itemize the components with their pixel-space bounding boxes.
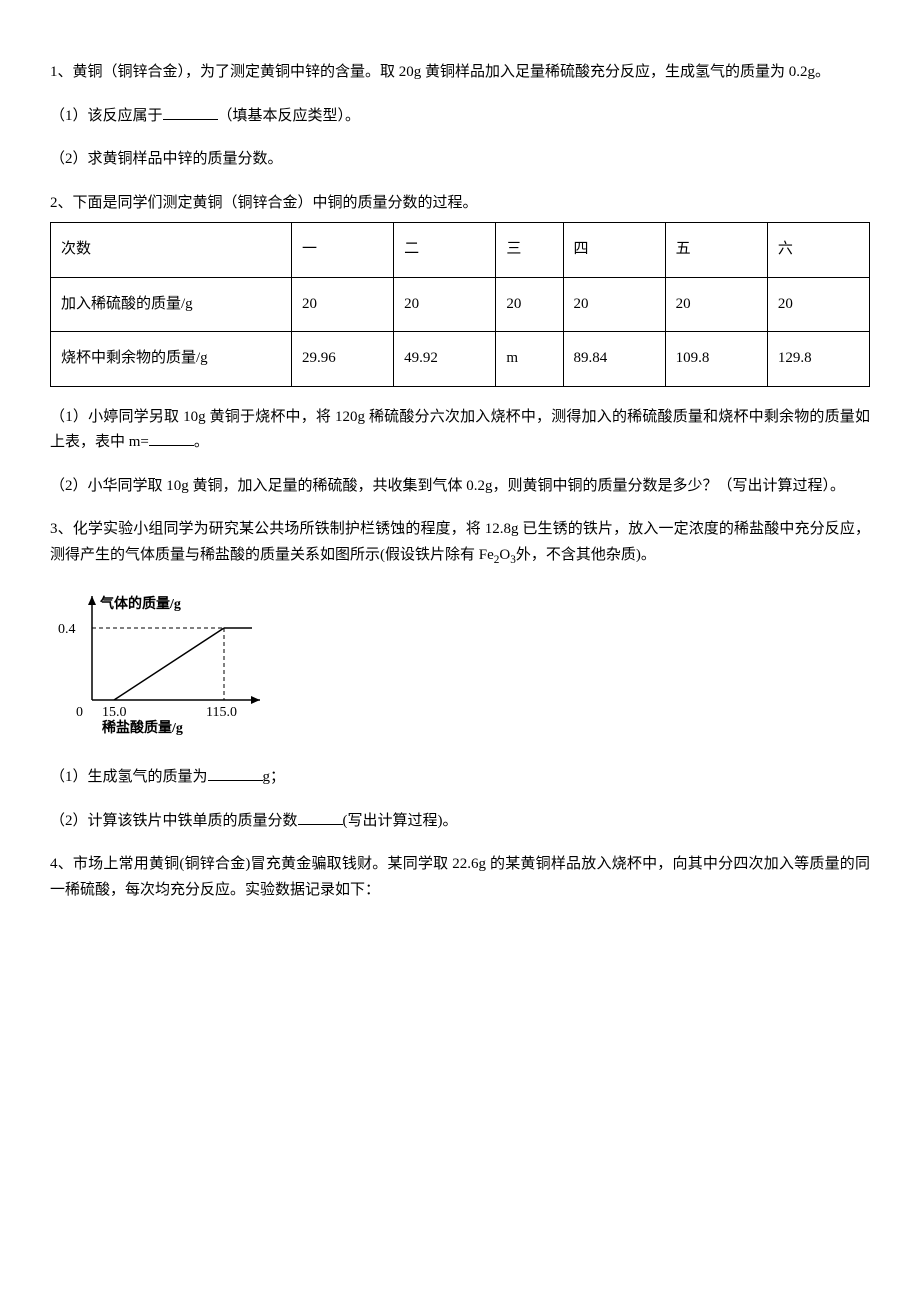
q3-blank1[interactable] [208, 765, 263, 781]
q3-intro: 3、化学实验小组同学为研究某公共场所铁制护栏锈蚀的程度，将 12.8g 已生锈的… [50, 517, 870, 570]
q3-intro-pre: 3、化学实验小组同学为研究某公共场所铁制护栏锈蚀的程度，将 12.8g 已生锈的… [50, 521, 870, 563]
q3-chart: 气体的质量/g 0.4 0 15.0 115.0 稀盐酸质量/g [50, 588, 870, 748]
q2-table: 次数 一 二 三 四 五 六 加入稀硫酸的质量/g 20 20 20 20 20… [50, 222, 870, 387]
th-5: 五 [665, 223, 767, 278]
svg-text:稀盐酸质量/g: 稀盐酸质量/g [102, 719, 183, 736]
r2c4: 89.84 [563, 332, 665, 387]
svg-text:0: 0 [76, 705, 83, 720]
svg-text:气体的质量/g: 气体的质量/g [99, 595, 181, 612]
q1-part1-post: （填基本反应类型）。 [218, 108, 361, 124]
svg-text:115.0: 115.0 [206, 705, 237, 720]
th-0: 次数 [51, 223, 292, 278]
th-1: 一 [292, 223, 394, 278]
table-header-row: 次数 一 二 三 四 五 六 [51, 223, 870, 278]
r1c4: 20 [563, 277, 665, 332]
q3-part1: （1）生成氢气的质量为 g； [50, 765, 870, 791]
r2c3: m [496, 332, 563, 387]
th-3: 三 [496, 223, 563, 278]
q3-part2-pre: （2）计算该铁片中铁单质的质量分数 [50, 813, 298, 829]
q3-part2: （2）计算该铁片中铁单质的质量分数 (写出计算过程)。 [50, 809, 870, 835]
r1c5: 20 [665, 277, 767, 332]
table-row: 加入稀硫酸的质量/g 20 20 20 20 20 20 [51, 277, 870, 332]
q1-part2: （2）求黄铜样品中锌的质量分数。 [50, 147, 870, 173]
q3-part1-post: g； [263, 769, 286, 785]
svg-text:15.0: 15.0 [102, 705, 127, 720]
r2c1: 29.96 [292, 332, 394, 387]
q3-part2-post: (写出计算过程)。 [343, 813, 458, 829]
svg-text:0.4: 0.4 [58, 622, 76, 637]
q1-part1-pre: （1）该反应属于 [50, 108, 163, 124]
r1c0: 加入稀硫酸的质量/g [51, 277, 292, 332]
q1-blank1[interactable] [163, 104, 218, 120]
th-4: 四 [563, 223, 665, 278]
r2c5: 109.8 [665, 332, 767, 387]
r1c1: 20 [292, 277, 394, 332]
q3-part1-pre: （1）生成氢气的质量为 [50, 769, 208, 785]
q3-intro-post: 外，不含其他杂质)。 [516, 547, 656, 563]
q2-blank1[interactable] [149, 430, 194, 446]
r2c6: 129.8 [767, 332, 869, 387]
q1-intro: 1、黄铜（铜锌合金），为了测定黄铜中锌的含量。取 20g 黄铜样品加入足量稀硫酸… [50, 60, 870, 86]
q4-intro: 4、市场上常用黄铜(铜锌合金)冒充黄金骗取钱财。某同学取 22.6g 的某黄铜样… [50, 852, 870, 903]
q2-part1-post: 。 [194, 434, 209, 450]
q2-part2: （2）小华同学取 10g 黄铜，加入足量的稀硫酸，共收集到气体 0.2g，则黄铜… [50, 474, 870, 500]
q3-intro-mid: O [499, 547, 510, 563]
q2-part1: （1）小婷同学另取 10g 黄铜于烧杯中，将 120g 稀硫酸分六次加入烧杯中，… [50, 405, 870, 456]
q2-intro: 2、下面是同学们测定黄铜（铜锌合金）中铜的质量分数的过程。 [50, 191, 870, 217]
th-2: 二 [394, 223, 496, 278]
r1c2: 20 [394, 277, 496, 332]
r1c3: 20 [496, 277, 563, 332]
r2c0: 烧杯中剩余物的质量/g [51, 332, 292, 387]
table-row: 烧杯中剩余物的质量/g 29.96 49.92 m 89.84 109.8 12… [51, 332, 870, 387]
r1c6: 20 [767, 277, 869, 332]
r2c2: 49.92 [394, 332, 496, 387]
q1-part1: （1）该反应属于 （填基本反应类型）。 [50, 104, 870, 130]
th-6: 六 [767, 223, 869, 278]
q3-blank2[interactable] [298, 809, 343, 825]
